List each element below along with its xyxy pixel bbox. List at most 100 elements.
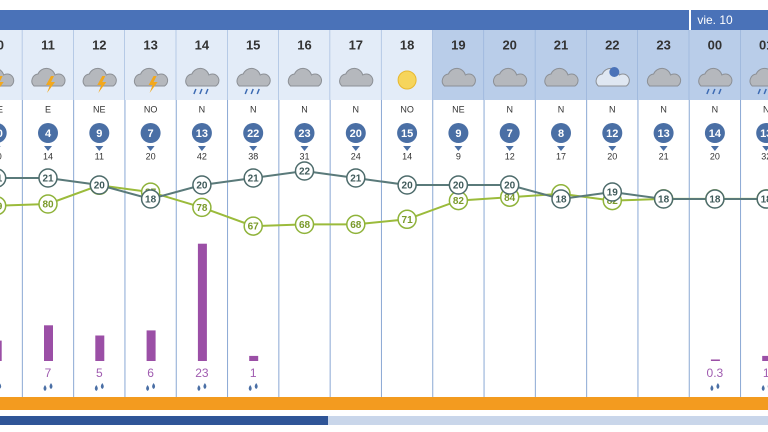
cloud-icon	[236, 67, 271, 87]
wind-speed: 4	[45, 128, 52, 140]
temp-point	[448, 175, 469, 195]
wind-arrow	[300, 146, 309, 151]
rain-value: 6	[147, 366, 154, 380]
drop-icon	[0, 383, 2, 389]
rain-icon	[244, 88, 260, 95]
rain-value: 7	[45, 366, 52, 380]
wind-arrow	[557, 146, 565, 151]
scroll-thumb[interactable]	[0, 416, 328, 425]
temp-value: 21	[350, 174, 362, 185]
wind-arrow	[249, 146, 258, 151]
rain-bar	[146, 330, 156, 361]
hour-cell	[124, 30, 177, 100]
cloud-icon	[133, 67, 169, 87]
hour-label: 14	[195, 37, 210, 52]
rain-value: 1	[250, 366, 257, 380]
hour-label: 12	[92, 37, 106, 52]
wind-direction: NE	[93, 104, 106, 114]
hour-label: 10	[0, 37, 4, 52]
wind-badge	[294, 123, 315, 143]
temp-value: 20	[504, 181, 516, 192]
temp-point	[551, 189, 571, 209]
temp-point	[705, 189, 725, 209]
gust-value: 11	[95, 151, 104, 161]
humidity-value: 82	[453, 196, 465, 207]
temp-value: 22	[299, 167, 311, 178]
wind-arrow	[95, 146, 104, 151]
humidity-point	[0, 196, 7, 215]
temp-value: 20	[453, 181, 465, 192]
rain-bar	[762, 355, 768, 361]
wind-badge	[38, 123, 58, 143]
wind-speed: 22	[247, 128, 259, 140]
wind-badge	[448, 123, 469, 143]
hour-cell	[535, 30, 587, 100]
temp-value: 18	[709, 195, 721, 206]
wind-badge	[140, 123, 161, 143]
wind-direction: N	[712, 104, 719, 114]
gust-value: 17	[556, 151, 566, 161]
gust-value: 32	[761, 151, 768, 161]
bolt-icon	[46, 76, 55, 93]
humidity-line	[0, 184, 767, 228]
wind-badge	[0, 123, 7, 143]
rain-bar	[95, 335, 105, 361]
hour-cell	[637, 30, 690, 100]
scroll-track[interactable]	[0, 416, 768, 425]
hour-cell	[740, 30, 768, 100]
rain-bar	[197, 243, 207, 361]
wind-direction: N	[353, 104, 360, 114]
gust-value: 12	[505, 151, 515, 161]
humidity-value: 68	[350, 220, 362, 231]
wind-badge	[191, 123, 212, 143]
rain-icon	[706, 88, 722, 95]
wind-direction: N	[506, 104, 513, 114]
wind-arrow	[608, 146, 617, 151]
hour-label: 22	[605, 37, 619, 52]
temp-point	[602, 182, 623, 202]
drop-icon	[43, 383, 53, 391]
wind-speed: 7	[507, 128, 513, 140]
wind-direction: N	[763, 104, 768, 114]
wind-badge	[499, 123, 520, 143]
temp-value: 20	[196, 181, 208, 192]
hour-cell	[330, 30, 382, 100]
temp-value: 18	[761, 195, 768, 206]
hour-label: 00	[708, 37, 722, 52]
hour-label: 20	[502, 37, 516, 52]
gust-value: 20	[0, 151, 2, 161]
hour-cell	[689, 30, 741, 100]
cloud-icon	[82, 67, 117, 87]
hour-cell	[586, 30, 638, 100]
humidity-value: 80	[42, 200, 54, 211]
cloud-icon	[185, 67, 220, 87]
wind-badge	[756, 123, 768, 143]
temp-point	[38, 168, 58, 188]
temp-value: 21	[42, 174, 54, 185]
drop-icon	[94, 383, 104, 391]
wind-speed: 14	[709, 128, 722, 140]
humidity-point	[243, 216, 263, 236]
wind-direction: NE	[452, 104, 465, 114]
wind-speed: 15	[401, 128, 413, 140]
hour-label: 21	[554, 37, 568, 52]
sun-icon	[397, 70, 417, 90]
hour-cell	[22, 30, 74, 100]
humidity-value: 68	[299, 220, 311, 231]
bolt-icon	[0, 76, 4, 88]
wind-direction: N	[250, 104, 257, 114]
humidity-value: 78	[196, 203, 208, 214]
wind-speed: 9	[455, 128, 461, 140]
wind-arrow	[505, 146, 514, 151]
wind-badge	[397, 123, 418, 143]
temp-point	[499, 175, 520, 195]
humidity-point	[346, 214, 366, 235]
humidity-point	[38, 194, 58, 214]
temp-point	[192, 175, 212, 195]
drop-icon	[146, 383, 156, 391]
wind-direction: N	[558, 104, 565, 114]
gust-value: 24	[351, 151, 361, 161]
humidity-point	[294, 214, 315, 235]
day-label: vie. 10	[697, 13, 733, 27]
